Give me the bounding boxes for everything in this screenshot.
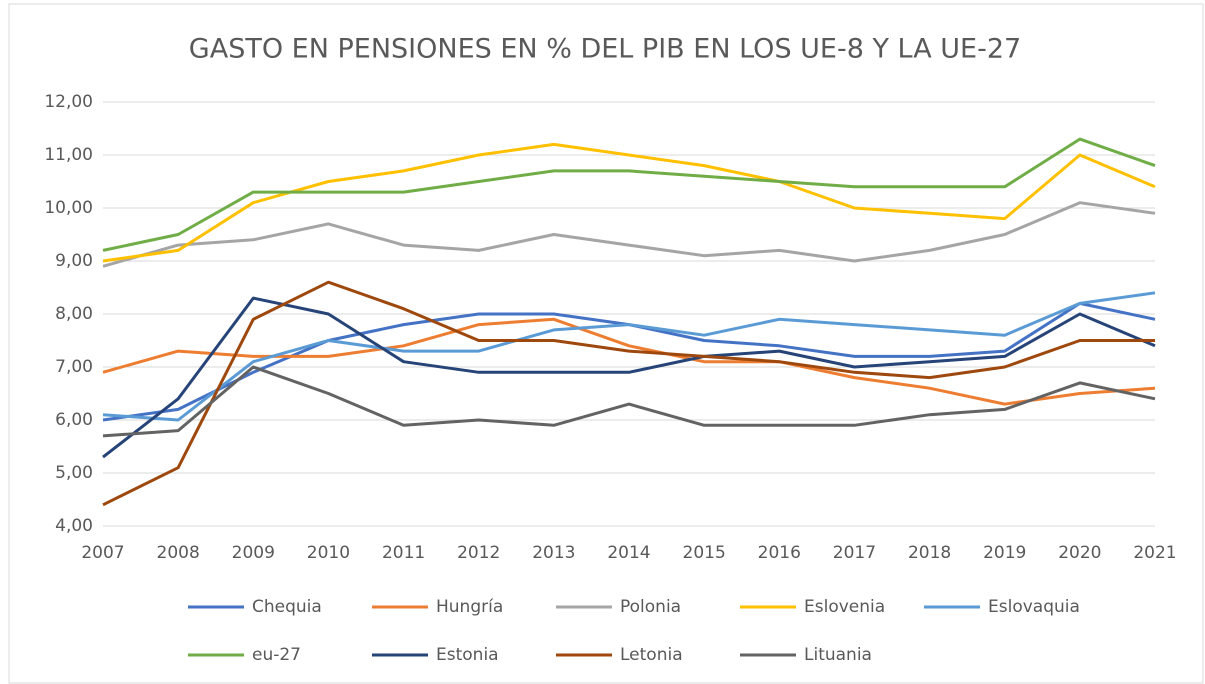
- x-tick-label: 2011: [382, 543, 425, 563]
- x-tick-label: 2009: [232, 543, 275, 563]
- y-tick-label: 6,00: [55, 410, 93, 430]
- series-line: [102, 296, 1156, 459]
- x-tick-label: 2018: [908, 543, 951, 563]
- series-line: [102, 291, 1156, 422]
- y-tick-label: 10,00: [44, 198, 93, 218]
- y-tick-label: 12,00: [44, 92, 93, 112]
- x-tick-label: 2014: [607, 543, 650, 563]
- x-tick-label: 2019: [983, 543, 1026, 563]
- series-line: [102, 201, 1156, 268]
- legend-label: Estonia: [436, 645, 499, 665]
- series-line: [102, 142, 1156, 263]
- legend-label: Hungría: [436, 597, 503, 617]
- chart-title: GASTO EN PENSIONES EN % DEL PIB EN LOS U…: [189, 34, 1021, 65]
- series-line: [102, 137, 1156, 252]
- x-tick-label: 2017: [833, 543, 876, 563]
- y-tick-label: 11,00: [44, 145, 93, 165]
- x-tick-label: 2013: [532, 543, 575, 563]
- y-tick-label: 4,00: [55, 516, 93, 536]
- series-line: [102, 280, 1155, 507]
- y-tick-label: 8,00: [55, 304, 93, 324]
- legend-label: Chequia: [252, 597, 322, 617]
- y-tick-label: 9,00: [55, 251, 93, 271]
- series-line: [102, 365, 1156, 438]
- x-tick-label: 2016: [758, 543, 801, 563]
- y-tick-label: 5,00: [55, 463, 93, 483]
- legend-label: eu-27: [252, 645, 301, 665]
- x-tick-label: 2015: [683, 543, 726, 563]
- y-tick-label: 7,00: [55, 357, 93, 377]
- x-tick-label: 2020: [1058, 543, 1101, 563]
- x-tick-label: 2007: [81, 543, 124, 563]
- x-tick-label: 2021: [1133, 543, 1176, 563]
- x-tick-label: 2010: [307, 543, 350, 563]
- x-tick-label: 2008: [157, 543, 200, 563]
- legend-label: Eslovenia: [804, 597, 885, 617]
- legend-label: Lituania: [804, 645, 872, 665]
- legend-label: Polonia: [620, 597, 681, 617]
- x-tick-label: 2012: [457, 543, 500, 563]
- series-line: [102, 317, 1156, 406]
- legend-label: Eslovaquia: [988, 597, 1080, 617]
- chart-frame: [8, 3, 1204, 684]
- legend-label: Letonia: [620, 645, 683, 665]
